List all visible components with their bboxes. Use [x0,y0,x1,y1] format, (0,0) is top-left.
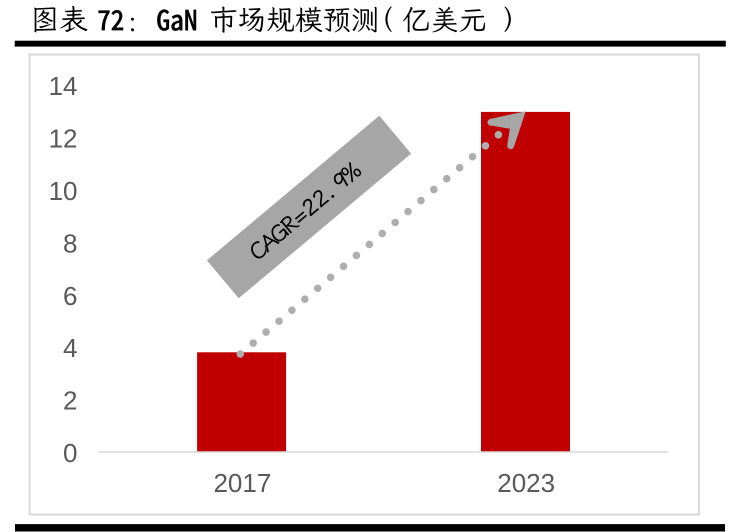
svg-text:0: 0 [63,438,77,468]
svg-text:2017: 2017 [213,468,271,498]
svg-text:8: 8 [63,228,77,258]
svg-text:12: 12 [49,124,78,154]
svg-text:2: 2 [63,386,77,416]
svg-text:10: 10 [49,176,78,206]
svg-text:6: 6 [63,281,77,311]
svg-text:2023: 2023 [497,468,555,498]
svg-text:14: 14 [49,71,78,101]
svg-text:4: 4 [63,333,77,363]
